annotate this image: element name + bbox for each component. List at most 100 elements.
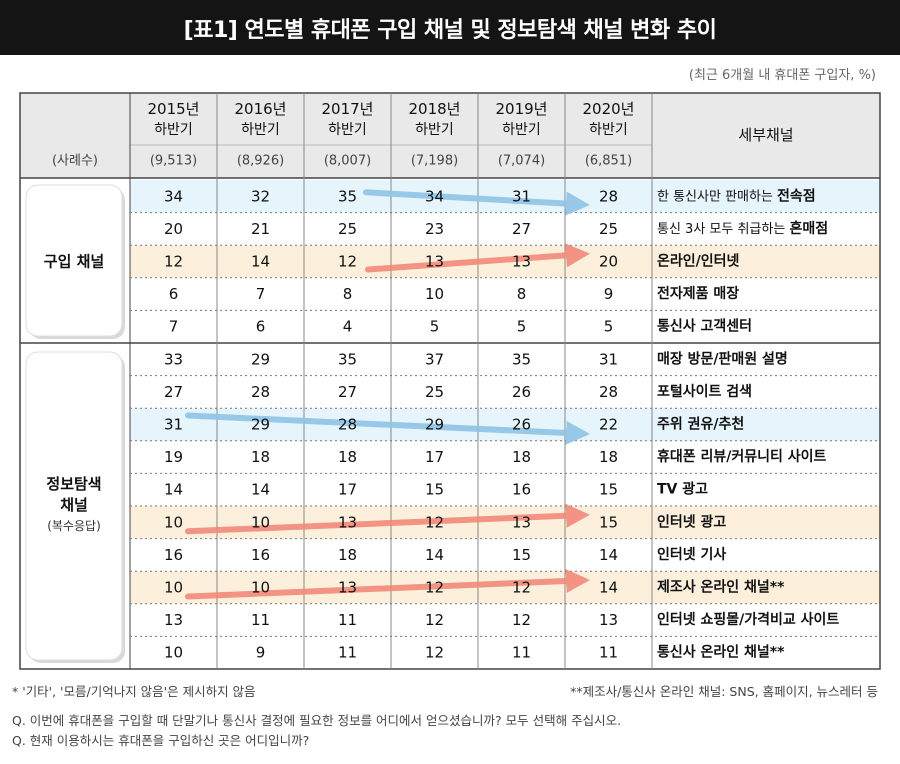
data-value: 17 xyxy=(425,448,444,466)
data-value: 16 xyxy=(512,481,531,499)
data-value: 10 xyxy=(164,513,183,531)
header-sample-count: (9,513) xyxy=(150,154,197,169)
data-value: 37 xyxy=(425,350,444,368)
channel-label-bold: 휴대폰 리뷰/커뮤니티 사이트 xyxy=(657,448,827,465)
data-value: 14 xyxy=(599,546,618,564)
question-1: Q. 이번에 휴대폰을 구입할 때 단말기나 통신사 결정에 필요한 정보를 어… xyxy=(12,713,622,728)
data-value: 12 xyxy=(425,513,444,531)
header-year: 2018년 xyxy=(409,100,461,118)
header-sample-count: (7,198) xyxy=(411,154,458,169)
channel-label: 한 통신사만 판매하는 전속점 xyxy=(657,187,816,204)
data-value: 12 xyxy=(512,611,531,629)
group-box xyxy=(25,184,123,337)
channel-label-plain: 한 통신사만 판매하는 xyxy=(657,189,777,204)
header-half: 하반기 xyxy=(328,122,367,138)
data-value: 31 xyxy=(512,187,531,205)
data-value: 6 xyxy=(256,318,266,336)
data-value: 31 xyxy=(164,416,183,434)
data-value: 13 xyxy=(425,253,444,271)
header-year: 2017년 xyxy=(322,100,374,118)
header-year: 2015년 xyxy=(148,100,200,118)
channel-label-bold: TV 광고 xyxy=(657,481,708,498)
row-highlight xyxy=(130,180,880,213)
channel-label: 통신사 고객센터 xyxy=(657,318,752,335)
trend-arrow-blue xyxy=(363,189,590,216)
data-value: 28 xyxy=(338,416,357,434)
data-value: 9 xyxy=(604,285,614,303)
channel-label: 휴대폰 리뷰/커뮤니티 사이트 xyxy=(657,448,827,465)
data-value: 4 xyxy=(343,318,353,336)
header-detail-channel: 세부채널 xyxy=(738,126,793,144)
data-value: 35 xyxy=(338,187,357,205)
data-value: 18 xyxy=(338,448,357,466)
channel-label: 온라인/인터넷 xyxy=(657,253,740,270)
trend-arrow-orange xyxy=(185,503,590,535)
channel-label-bold: 주위 권유/추천 xyxy=(657,417,744,433)
data-value: 25 xyxy=(599,220,618,238)
data-value: 16 xyxy=(251,546,270,564)
data-value: 14 xyxy=(164,481,183,499)
channel-label: 인터넷 광고 xyxy=(657,513,726,530)
data-value: 11 xyxy=(338,611,357,629)
data-value: 13 xyxy=(512,253,531,271)
data-value: 25 xyxy=(425,383,444,401)
data-value: 26 xyxy=(512,383,531,401)
data-value: 14 xyxy=(425,546,444,564)
channel-label: 통신사 온라인 채널** xyxy=(657,644,785,661)
header-sample-count: (8,007) xyxy=(324,154,371,169)
data-value: 28 xyxy=(251,383,270,401)
channel-label: 인터넷 기사 xyxy=(657,546,726,563)
channel-label-bold: 제조사 온라인 채널** xyxy=(657,579,785,596)
data-value: 29 xyxy=(251,416,270,434)
header-sample-count: (8,926) xyxy=(237,154,284,169)
data-value: 28 xyxy=(599,187,618,205)
data-value: 15 xyxy=(599,481,618,499)
data-value: 22 xyxy=(599,416,618,434)
data-value: 10 xyxy=(251,579,270,597)
data-value: 5 xyxy=(517,318,527,336)
data-value: 31 xyxy=(599,350,618,368)
data-value: 12 xyxy=(425,611,444,629)
data-value: 13 xyxy=(512,513,531,531)
data-value: 34 xyxy=(164,187,183,205)
data-value: 7 xyxy=(169,318,179,336)
channel-label: 주위 권유/추천 xyxy=(657,417,744,433)
header-year: 2020년 xyxy=(583,100,635,118)
header-half: 하반기 xyxy=(415,122,454,138)
data-value: 10 xyxy=(425,285,444,303)
footnote-right: **제조사/통신사 온라인 채널: SNS, 홈페이지, 뉴스레터 등 xyxy=(570,684,878,699)
data-value: 12 xyxy=(512,579,531,597)
header-sample-count: (7,074) xyxy=(498,154,545,169)
group-label-info-sub: (복수응답) xyxy=(47,519,101,533)
channel-label: 포털사이트 검색 xyxy=(657,383,752,400)
header-year: 2019년 xyxy=(496,100,548,118)
channel-label: 매장 방문/판매원 설명 xyxy=(657,350,788,367)
header-half: 하반기 xyxy=(154,122,193,138)
header-half: 하반기 xyxy=(502,122,541,138)
data-value: 10 xyxy=(251,513,270,531)
data-value: 10 xyxy=(164,579,183,597)
group-label-purchase: 구입 채널 xyxy=(44,253,104,271)
data-value: 20 xyxy=(164,220,183,238)
channel-label: TV 광고 xyxy=(657,481,708,498)
data-value: 13 xyxy=(164,611,183,629)
header-half: 하반기 xyxy=(241,122,280,138)
data-value: 25 xyxy=(338,220,357,238)
data-value: 35 xyxy=(338,350,357,368)
channel-label-bold: 전속점 xyxy=(777,187,816,204)
trend-arrow-orange xyxy=(365,243,590,273)
data-value: 27 xyxy=(338,383,357,401)
data-value: 27 xyxy=(512,220,531,238)
data-value: 21 xyxy=(251,220,270,238)
data-value: 18 xyxy=(338,546,357,564)
data-value: 32 xyxy=(251,187,270,205)
data-value: 27 xyxy=(164,383,183,401)
header-half: 하반기 xyxy=(589,122,628,138)
data-value: 13 xyxy=(338,579,357,597)
data-value: 11 xyxy=(251,611,270,629)
data-value: 35 xyxy=(512,350,531,368)
channel-label-bold: 인터넷 기사 xyxy=(657,546,726,563)
group-label-info-2: 채널 xyxy=(60,496,88,514)
data-value: 17 xyxy=(338,481,357,499)
